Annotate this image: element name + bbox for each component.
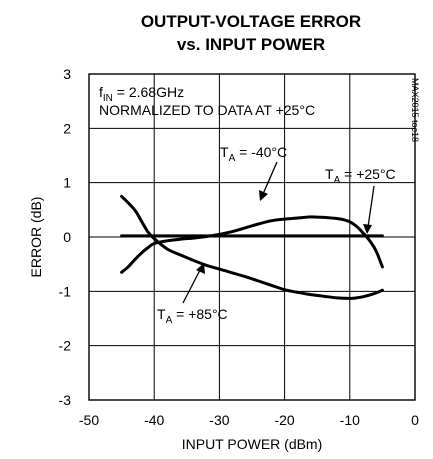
x-tick-label: -30 [209,412,229,428]
frequency-condition: fIN = 2.68GHz [99,84,184,104]
x-tick-label: -40 [144,412,164,428]
y-tick-label: -3 [59,392,72,408]
x-axis-label: INPUT POWER (dBm) [182,436,323,452]
series-label-prefix: T [220,144,229,160]
arrow-plus-85-line [182,269,201,304]
y-tick-label: 1 [63,175,71,191]
series-label-subscript: A [166,315,173,326]
freq-value: = 2.68GHz [113,84,184,100]
chart-title-line-2: vs. INPUT POWER [177,35,325,54]
x-tick-label: 0 [411,412,419,428]
chart-title-line-1: OUTPUT-VOLTAGE ERROR [141,12,361,31]
annotation-arrows [182,161,375,304]
arrow-minus-40-line [262,161,278,195]
y-tick-label: -1 [59,283,72,299]
arrow-plus-85-head [196,263,205,274]
arrow-minus-40-head [259,190,268,201]
y-axis-label: ERROR (dB) [28,197,44,278]
figure-id-label: MAX2015 toc18 [410,78,420,142]
series-label-subscript: A [334,175,341,186]
series-label-value: = -40°C [235,144,287,160]
series-label-minus-40: TA = -40°C [220,144,287,164]
series-label-prefix: T [325,166,334,182]
series-label-value: = +85°C [172,306,227,322]
series-label-subscript: A [229,153,236,164]
y-tick-labels: 3 2 1 0 -1 -2 -3 [59,66,72,408]
curve-ta-plus-85 [120,194,384,300]
plot-frame [88,73,416,401]
arrow-plus-25-head [363,224,372,234]
y-tick-label: 2 [63,120,71,136]
curves [120,194,384,300]
y-tick-label: -2 [59,338,72,354]
series-label-value: = +25°C [340,166,395,182]
normalized-condition: NORMALIZED TO DATA AT +25°C [99,102,315,118]
curve-ta-minus-40 [120,215,384,274]
freq-subscript: IN [103,93,113,104]
x-tick-labels: -50 -40 -30 -20 -10 0 [79,412,419,428]
x-tick-label: -10 [340,412,360,428]
x-tick-label: -50 [79,412,99,428]
y-tick-label: 0 [63,229,71,245]
y-tick-label: 3 [63,66,71,82]
arrow-plus-25-line [367,185,375,228]
freq-prefix: f [99,84,103,100]
series-label-plus-25: TA = +25°C [325,166,396,186]
x-tick-label: -20 [274,412,294,428]
series-label-prefix: T [157,306,166,322]
series-label-plus-85: TA = +85°C [157,306,228,326]
